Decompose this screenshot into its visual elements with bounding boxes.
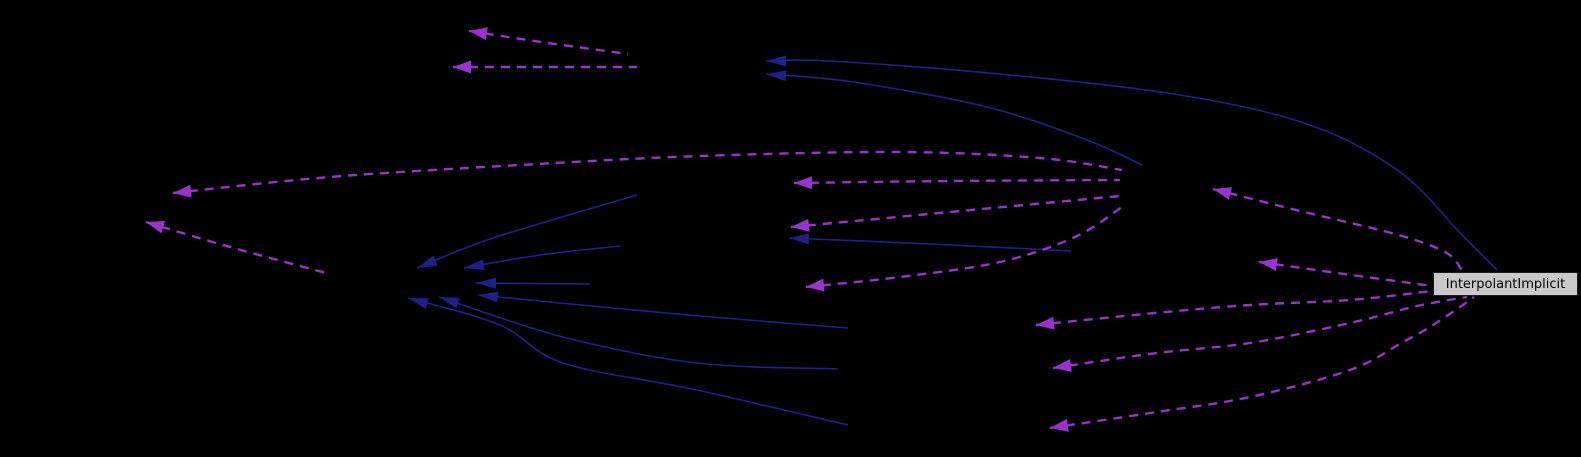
inheritance-edge: [765, 73, 1143, 166]
usage-edge: [1052, 295, 1468, 370]
inheritance-edge: [788, 237, 1072, 252]
arrowhead-icon: [173, 184, 192, 198]
arrowhead-icon: [408, 298, 429, 309]
arrowhead-icon: [439, 297, 460, 309]
arrowhead-icon: [478, 291, 499, 303]
inheritance-edge: [407, 297, 849, 426]
arrowhead-icon: [794, 176, 813, 190]
inheritance-edge: [477, 294, 849, 329]
node-label: InterpolantImplicit: [1445, 276, 1566, 292]
arrowhead-icon: [476, 277, 497, 289]
node-interpolant-implicit[interactable]: InterpolantImplicit: [1433, 272, 1578, 296]
arrowhead-icon: [791, 218, 810, 232]
inheritance-edge: [438, 296, 839, 370]
arrowhead-icon: [1213, 187, 1233, 200]
usage-edge: [145, 220, 331, 276]
arrowhead-icon: [766, 70, 787, 82]
usage-edge: [1049, 296, 1475, 430]
usage-edge: [1212, 187, 1463, 271]
arrowhead-icon: [1036, 316, 1055, 330]
arrowhead-icon: [453, 60, 471, 74]
arrowhead-icon: [806, 278, 825, 292]
inheritance-edge: [765, 59, 1498, 271]
usage-edge: [1035, 289, 1433, 327]
usage-edge: [1258, 260, 1433, 288]
arrowhead-icon: [789, 233, 810, 245]
arrowhead-icon: [464, 259, 485, 271]
arrowhead-icon: [1053, 358, 1072, 372]
arrowhead-icon: [1050, 418, 1069, 432]
arrowhead-icon: [146, 220, 166, 234]
usage-edge: [172, 150, 1123, 195]
usage-edge: [793, 178, 1121, 185]
arrowhead-icon: [417, 255, 438, 268]
usage-edge: [805, 205, 1123, 289]
arrowhead-icon: [469, 27, 488, 41]
arrowhead-icon: [766, 55, 786, 67]
usage-edge: [468, 29, 629, 56]
inheritance-edge: [463, 245, 621, 269]
usage-edge: [790, 194, 1121, 229]
arrowhead-icon: [1259, 258, 1278, 271]
